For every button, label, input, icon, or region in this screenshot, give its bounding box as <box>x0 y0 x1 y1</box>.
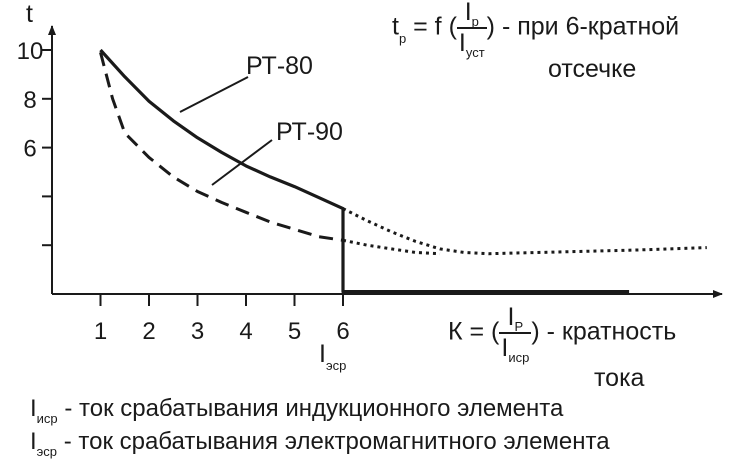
series-label-rt90: РТ-90 <box>276 118 343 146</box>
y-tick-label: 6 <box>23 136 36 163</box>
formula-k-fraction: IР Iиср <box>499 303 532 364</box>
series-line-dotted-3 <box>342 238 441 256</box>
tick-labels: 10 8 6 1 2 3 4 5 6 <box>17 38 350 345</box>
legend-iisr-main: I <box>30 395 37 422</box>
legend-item-iesr: Iэср - ток срабатывания электромагнитног… <box>30 428 610 459</box>
y-tick-label: 8 <box>23 87 36 114</box>
series <box>99 48 707 294</box>
formula-t-line2: отсечке <box>548 55 637 83</box>
ticks <box>42 49 344 306</box>
axes <box>48 25 723 298</box>
formula-t: tр = f (Iр Iуст) - при 6-кратной <box>392 0 680 59</box>
formula-t-num-sub: р <box>471 14 479 29</box>
formula-k-tail: ) - кратность <box>531 317 677 346</box>
x-tick-label: 4 <box>239 318 252 345</box>
formula-k-prefix: К = ( <box>448 317 500 346</box>
formula-k-num: I <box>507 303 515 331</box>
formula-t-den-sub: уст <box>465 45 485 60</box>
x-tick-label: 6 <box>336 318 349 345</box>
rt80-leader-line <box>179 76 249 113</box>
x-tick-label: 1 <box>94 318 107 345</box>
formula-k: К = (IР Iиср) - кратность <box>448 303 677 365</box>
y-axis-label: t <box>26 0 33 28</box>
formula-t-num: I <box>464 0 472 26</box>
formula-t-symbol: t <box>392 12 399 41</box>
legend-iesr-text: - ток срабатывания электромагнитного эле… <box>57 428 610 455</box>
i-esr-label: Iэср <box>319 340 346 373</box>
x-tick-label: 5 <box>288 318 301 345</box>
x-tick-label: 3 <box>191 318 204 345</box>
formula-t-eq: = f ( <box>406 12 457 41</box>
i-esr-sub: эср <box>325 358 347 373</box>
formula-t-tail: ) - при 6-кратной <box>486 12 680 41</box>
formula-k-den-sub: иср <box>508 350 530 365</box>
series-label-rt80: РТ-80 <box>246 52 313 80</box>
legend-iesr-main: I <box>30 428 37 455</box>
rt90-leader-line <box>211 139 273 186</box>
formula-t-fraction: Iр Iуст <box>456 0 487 59</box>
legend-item-iisr: Iиср - ток срабатывания индукционного эл… <box>30 395 564 426</box>
y-tick-label: 10 <box>17 38 44 65</box>
formula-t-sub: р <box>398 30 407 46</box>
formula-t-den: I <box>458 29 466 57</box>
series-line-rt80 <box>99 48 630 294</box>
formula-k-den: I <box>501 334 509 362</box>
i-esr-main: I <box>319 340 326 368</box>
legend-iisr-text: - ток срабатывания индукционного элемент… <box>57 395 564 422</box>
legend-iesr-sub: эср <box>36 444 58 459</box>
series-line-rt90 <box>99 52 344 242</box>
formula-k-line2: тока <box>594 364 645 392</box>
x-tick-label: 2 <box>142 318 155 345</box>
formula-k-num-sub: Р <box>514 319 524 334</box>
series-line-dotted-2 <box>342 207 707 256</box>
legend-iisr-sub: иср <box>36 411 58 426</box>
